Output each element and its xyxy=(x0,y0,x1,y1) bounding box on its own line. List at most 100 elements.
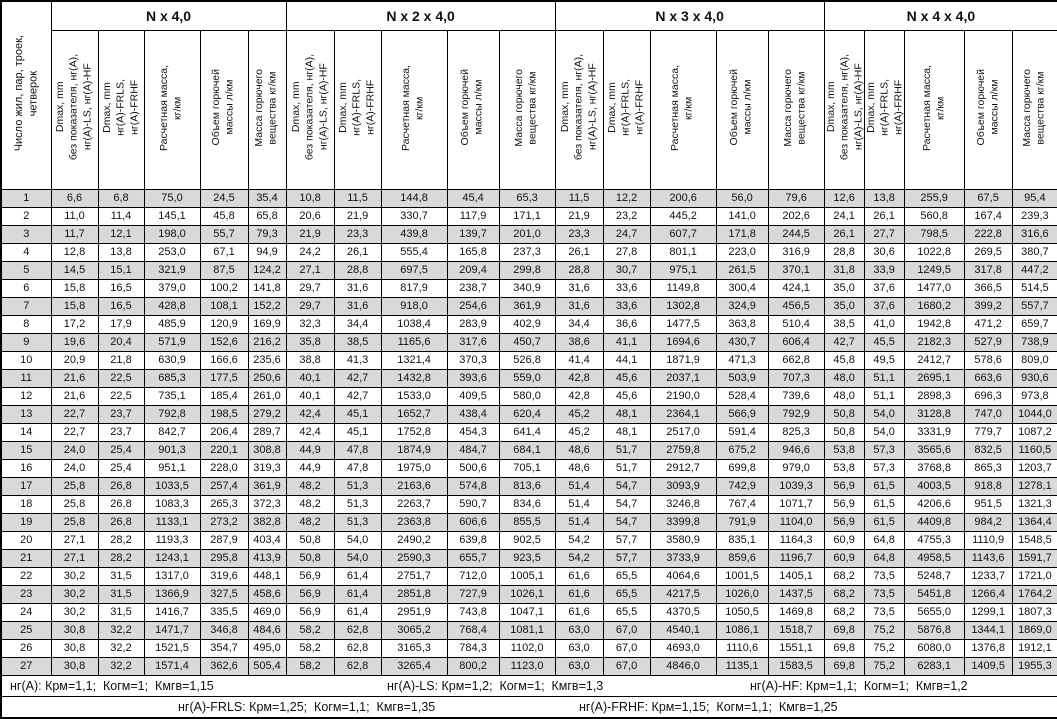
data-cell: 409,5 xyxy=(446,387,500,406)
data-cell: 1243,1 xyxy=(143,549,201,568)
data-cell: 3768,8 xyxy=(903,459,965,478)
data-cell: 424,1 xyxy=(767,279,825,298)
data-cell: 48,0 xyxy=(823,387,865,406)
data-cell: 54,2 xyxy=(554,531,604,550)
data-cell: 51,3 xyxy=(333,477,382,496)
data-cell: 253,0 xyxy=(143,243,201,262)
data-cell: 54,7 xyxy=(602,513,651,532)
data-cell: 16,5 xyxy=(97,279,145,298)
data-cell: 1912,1 xyxy=(1011,639,1057,658)
data-cell: 289,7 xyxy=(247,423,287,442)
footnote-ngA-FRLS: нг(А)-FRLS: Крм=1,25; Когм=1,1; Кмгв=1,3… xyxy=(178,700,436,714)
table-row: 23 30,2 31,5 1366,9 327,5 458,6 56,9 61,4 2851,8… xyxy=(0,585,1057,604)
data-cell: 73,5 xyxy=(863,585,905,604)
data-cell: 1432,8 xyxy=(380,369,448,388)
data-cell: 696,3 xyxy=(963,387,1013,406)
column-header-label: Объем горючей массы л/км xyxy=(974,69,1001,146)
data-cell: 11,5 xyxy=(333,189,382,208)
data-cell: 2898,3 xyxy=(903,387,965,406)
data-cell: 61,5 xyxy=(863,513,905,532)
table-row: 18 25,8 26,8 1083,3 265,3 372,3 48,2 51,3 2263,7… xyxy=(0,495,1057,514)
data-cell: 62,8 xyxy=(333,657,382,676)
data-cell: 45,2 xyxy=(554,405,604,424)
data-cell: 53,8 xyxy=(823,459,865,478)
row-number: 4 xyxy=(0,243,52,262)
data-cell: 48,2 xyxy=(285,477,335,496)
data-cell: 29,7 xyxy=(285,297,335,316)
data-cell: 1548,5 xyxy=(1011,531,1057,550)
data-cell: 557,7 xyxy=(1011,297,1057,316)
data-cell: 1321,4 xyxy=(380,351,448,370)
data-cell: 13,8 xyxy=(97,243,145,262)
data-cell: 471,3 xyxy=(715,351,769,370)
row-number: 3 xyxy=(0,225,52,244)
data-cell: 35,0 xyxy=(823,297,865,316)
column-header-label: Масса горючего вещества кг/км xyxy=(1021,68,1047,147)
data-cell: 2364,1 xyxy=(649,405,717,424)
data-cell: 69,8 xyxy=(823,639,865,658)
data-cell: 1364,4 xyxy=(1011,513,1057,532)
data-cell: 484,6 xyxy=(247,621,287,640)
group-header-nx2x4: N x 2 x 4,0 xyxy=(285,0,556,31)
data-cell: 56,9 xyxy=(285,603,335,622)
data-cell: 177,5 xyxy=(199,369,249,388)
data-cell: 57,3 xyxy=(863,441,905,460)
data-cell: 12,2 xyxy=(602,189,651,208)
data-cell: 63,0 xyxy=(554,639,604,658)
data-cell: 238,7 xyxy=(446,279,500,298)
table-row: 16 24,0 25,4 951,1 228,0 319,3 44,9 47,8 1975,0 5… xyxy=(0,459,1057,478)
data-cell: 69,8 xyxy=(823,657,865,676)
row-number: 2 xyxy=(0,207,52,226)
data-cell: 28,2 xyxy=(97,549,145,568)
data-cell: 792,8 xyxy=(143,405,201,424)
data-cell: 606,4 xyxy=(767,333,825,352)
data-cell: 1047,1 xyxy=(498,603,556,622)
table-row: 7 15,8 16,5 428,8 108,1 152,2 29,7 31,6 918,0 254… xyxy=(0,297,1057,316)
row-number: 9 xyxy=(0,333,52,352)
data-cell: 1955,3 xyxy=(1011,657,1057,676)
data-cell: 25,4 xyxy=(97,459,145,478)
data-cell: 1591,7 xyxy=(1011,549,1057,568)
data-cell: 330,7 xyxy=(380,207,448,226)
data-cell: 54,7 xyxy=(602,477,651,496)
data-cell: 45,5 xyxy=(863,333,905,352)
data-cell: 223,0 xyxy=(715,243,769,262)
data-cell: 514,5 xyxy=(1011,279,1057,298)
data-cell: 24,2 xyxy=(285,243,335,262)
data-cell: 24,0 xyxy=(50,441,99,460)
data-cell: 4409,8 xyxy=(903,513,965,532)
row-number: 21 xyxy=(0,549,52,568)
data-cell: 1437,5 xyxy=(767,585,825,604)
data-cell: 63,0 xyxy=(554,657,604,676)
data-cell: 2851,8 xyxy=(380,585,448,604)
column-header-label: Объем горючей массы л/км xyxy=(459,69,486,146)
data-cell: 167,4 xyxy=(963,207,1013,226)
data-cell: 45,6 xyxy=(602,369,651,388)
data-cell: 1521,5 xyxy=(143,639,201,658)
data-cell: 64,8 xyxy=(863,549,905,568)
data-cell: 317,8 xyxy=(963,261,1013,280)
table-row: 5 14,5 15,1 321,9 87,5 124,2 27,1 28,8 697,5 209,… xyxy=(0,261,1057,280)
footnote-row-2: нг(А)-FRLS: Крм=1,25; Когм=1,1; Кмгв=1,3… xyxy=(0,696,1057,719)
table-row: 10 20,9 21,8 630,9 166,6 235,6 38,8 41,3 1321,4 3… xyxy=(0,351,1057,370)
data-cell: 139,7 xyxy=(446,225,500,244)
data-cell: 2517,0 xyxy=(649,423,717,442)
data-cell: 57,7 xyxy=(602,549,651,568)
column-header-label: Dmax, mm нг(А)-FRLS, нг(А)-FRHF xyxy=(606,79,646,136)
data-cell: 51,7 xyxy=(602,459,651,478)
data-cell: 319,3 xyxy=(247,459,287,478)
data-cell: 255,9 xyxy=(903,189,965,208)
data-cell: 108,1 xyxy=(199,297,249,316)
data-cell: 51,4 xyxy=(554,477,604,496)
data-cell: 201,0 xyxy=(498,225,556,244)
data-cell: 50,8 xyxy=(823,423,865,442)
data-cell: 1764,2 xyxy=(1011,585,1057,604)
data-cell: 4846,0 xyxy=(649,657,717,676)
data-cell: 319,6 xyxy=(199,567,249,586)
data-cell: 684,1 xyxy=(498,441,556,460)
data-cell: 835,1 xyxy=(715,531,769,550)
data-cell: 57,3 xyxy=(863,459,905,478)
data-cell: 707,3 xyxy=(767,369,825,388)
column-header: Dmax, mm нг(А)-FRLS, нг(А)-FRHF xyxy=(602,30,651,190)
data-cell: 120,9 xyxy=(199,315,249,334)
